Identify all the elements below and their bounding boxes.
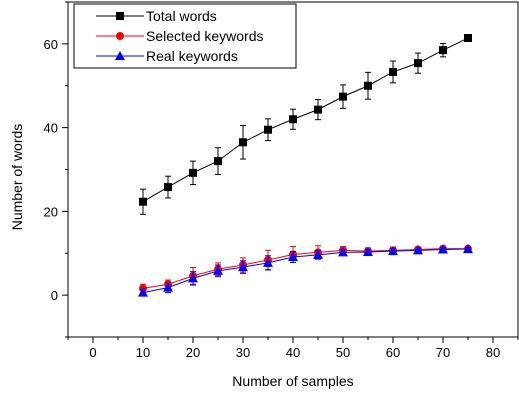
data-point (188, 273, 198, 283)
legend-item-selected-keywords: Selected keywords (96, 28, 264, 44)
x-axis-title: Number of samples (232, 373, 353, 389)
series-line (142, 248, 468, 289)
y-tick-label: 60 (44, 37, 58, 52)
series-selected-keywords (139, 244, 472, 294)
series-layer (138, 34, 473, 297)
legend-marker (115, 51, 125, 60)
y-tick-label: 0 (51, 288, 58, 303)
legend-label: Selected keywords (146, 28, 264, 44)
x-tick-label: 10 (136, 345, 150, 360)
x-tick-label: 60 (386, 345, 400, 360)
data-point (463, 244, 473, 254)
data-point (138, 287, 148, 297)
x-axis-ticks: 0 10 20 30 40 50 60 70 80 (67, 337, 519, 360)
data-point (413, 245, 423, 255)
series-total-words (139, 34, 472, 215)
legend-label: Total words (146, 8, 217, 24)
x-tick-label: 80 (486, 345, 500, 360)
data-point (438, 244, 448, 254)
data-point (189, 168, 197, 177)
data-point (214, 157, 222, 166)
data-point (213, 265, 223, 275)
data-point (313, 249, 323, 259)
data-point (314, 105, 322, 114)
series-line (142, 248, 469, 294)
data-point (289, 115, 297, 124)
legend-item-real-keywords: Real keywords (96, 48, 238, 64)
x-tick-label: 50 (336, 345, 350, 360)
data-point (239, 138, 247, 147)
data-point (389, 67, 397, 76)
data-point (263, 257, 273, 267)
data-point (339, 92, 347, 101)
x-tick-label: 70 (436, 345, 450, 360)
legend: Total words Selected keywords Real keyword… (73, 3, 297, 69)
x-tick-label: 0 (89, 345, 96, 360)
data-point (164, 183, 172, 192)
y-tick-label: 40 (44, 121, 58, 136)
data-point (238, 262, 248, 272)
x-tick-label: 40 (286, 345, 300, 360)
legend-label: Real keywords (146, 48, 238, 64)
data-point (388, 246, 398, 256)
data-point (139, 197, 147, 206)
data-point (364, 81, 372, 90)
y-tick-label: 20 (44, 204, 58, 219)
data-point (464, 34, 472, 43)
series-real-keywords (138, 244, 473, 297)
data-point (363, 246, 373, 256)
legend-marker (116, 12, 124, 20)
data-point (288, 252, 298, 262)
legend-item-total-words: Total words (96, 8, 217, 24)
data-point (439, 46, 447, 55)
y-axis-ticks: 0 20 40 60 (44, 1, 68, 338)
data-point (338, 247, 348, 257)
x-tick-label: 30 (236, 345, 250, 360)
legend-marker (116, 32, 124, 40)
x-tick-label: 20 (186, 345, 200, 360)
data-point (264, 125, 272, 134)
series-line (142, 37, 469, 203)
y-axis-title: Number of words (9, 124, 25, 231)
data-point (163, 282, 173, 292)
data-point (414, 59, 422, 68)
